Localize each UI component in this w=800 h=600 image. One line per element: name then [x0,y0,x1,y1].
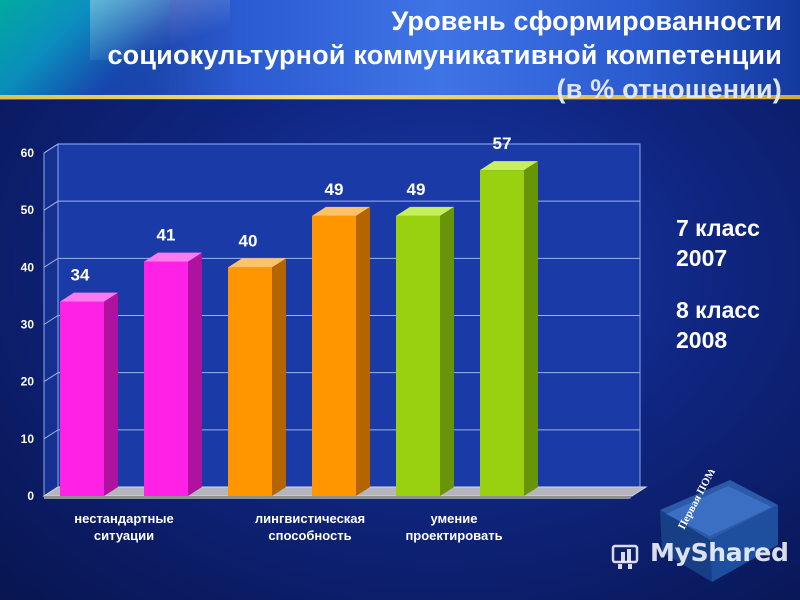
legend-item-2008-label: 8 класс [676,297,760,323]
bar-side [272,258,286,496]
bar-top [60,292,118,302]
bar-top [312,206,370,216]
bar-side [440,206,454,496]
bar [480,170,524,496]
legend-item-2008: 8 класс 2008 [676,295,760,355]
category-label: умение [431,511,478,526]
myshared-watermark: MyShared [650,538,789,567]
bar-top [396,206,454,216]
gridline [43,200,640,211]
bar [312,215,356,496]
title-line-1: Уровень сформированности [391,6,782,36]
category-label: проектировать [405,528,502,543]
bar-side [524,161,538,496]
y-tick-label: 10 [21,432,35,446]
chart-floor-edge [44,496,632,499]
category-label: нестандартные [74,511,173,526]
y-tick-label: 50 [21,203,35,217]
bar [60,301,104,496]
category-label: лингвистическая [255,511,365,526]
y-tick-label: 20 [21,375,35,389]
bar-top [480,161,538,171]
software-box-logo: Первая ПОМОЩЬ 1.0 [660,470,778,582]
legend-item-2007-label: 7 класс [676,215,760,241]
category-label: ситуации [94,528,154,543]
y-tick-label: 30 [21,318,35,332]
data-label: 34 [71,266,90,285]
banner-underline [0,95,800,99]
data-label: 41 [157,226,176,245]
data-label: 49 [407,180,426,199]
data-label: 57 [493,134,512,153]
title-line-2: социокультурной коммуникативной компетен… [107,40,782,70]
bar-chart: 0 10 20 30 40 50 60 34 41 40 49 49 57 нестандартные си… [21,134,648,543]
gridline [43,143,640,154]
chart-legend: 7 класс 2007 8 класс 2008 [676,213,760,377]
title-banner [0,0,800,100]
bar [396,215,440,496]
legend-item-2007: 7 класс 2007 [676,213,760,273]
title-line-3: (в % отношении) [556,74,782,104]
bar-top [228,258,286,268]
bar [144,261,188,496]
legend-item-2007-year: 2007 [676,245,728,271]
bar-side [188,252,202,496]
y-tick-label: 40 [21,260,35,274]
legend-item-2008-year: 2008 [676,327,728,353]
slide-title: Уровень сформированности социокультурной… [2,4,782,106]
bar-side [356,206,370,496]
bar-top [144,252,202,262]
y-tick-label: 0 [27,489,34,503]
data-label: 49 [325,180,344,199]
category-label: способность [268,528,351,543]
myshared-logo-icon [611,544,639,569]
data-label: 40 [239,231,258,250]
banner-highlight [90,0,230,60]
y-tick-label: 60 [21,146,35,160]
bar-side [104,292,118,496]
banner-decoration [0,0,170,100]
bar [228,267,272,496]
